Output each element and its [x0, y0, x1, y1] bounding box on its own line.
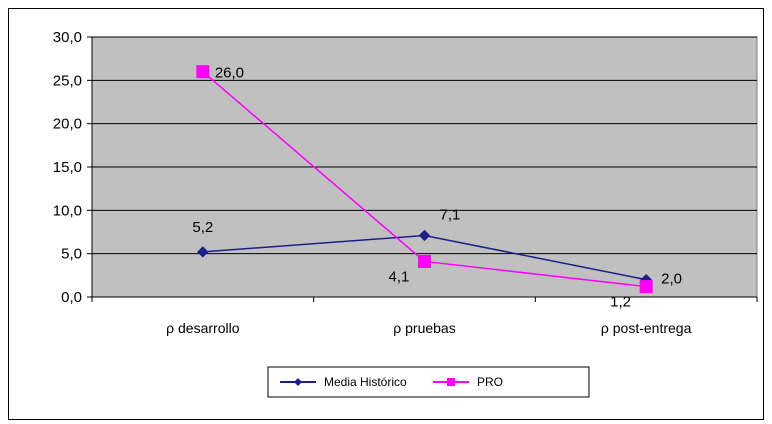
x-tick-label: ρ pruebas	[393, 320, 455, 336]
data-point	[197, 246, 209, 258]
legend-box	[267, 366, 590, 398]
data-point	[196, 65, 210, 79]
legend-marker	[447, 378, 455, 386]
legend-label: PRO	[477, 375, 503, 389]
data-label: 1,2	[610, 294, 631, 311]
legend-marker	[294, 378, 302, 386]
data-point	[418, 229, 431, 242]
y-tick-label: 25,0	[53, 72, 82, 89]
data-point	[639, 280, 653, 294]
data-point	[418, 254, 431, 268]
y-tick-label: 5,0	[61, 246, 82, 263]
y-tick-label: 30,0	[53, 29, 82, 46]
x-tick-label: ρ post-entrega	[601, 320, 692, 336]
x-tick-label: ρ desarrollo	[166, 320, 240, 336]
y-tick-label: 20,0	[53, 116, 82, 133]
data-label: 2,0	[661, 271, 682, 288]
data-label: 5,2	[192, 219, 213, 236]
data-label: 7,1	[440, 206, 461, 223]
legend-label: Media Histórico	[324, 375, 407, 389]
data-label: 4,1	[389, 268, 410, 285]
data-label: 26,0	[215, 65, 244, 82]
y-tick-label: 10,0	[53, 202, 82, 219]
y-tick-label: 15,0	[53, 159, 82, 176]
y-tick-label: 0,0	[61, 289, 82, 306]
